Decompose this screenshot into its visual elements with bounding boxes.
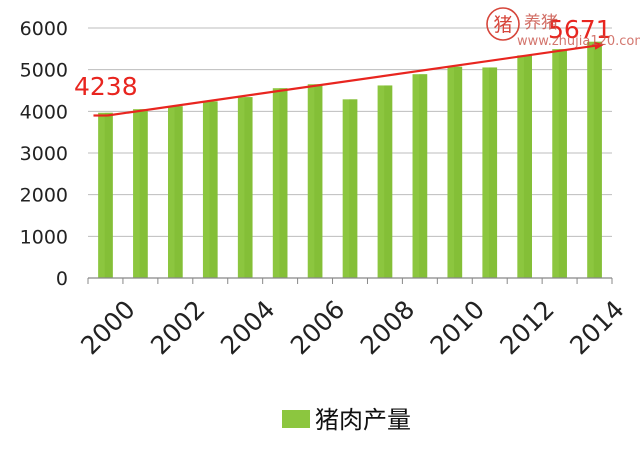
bar-shade [314,84,323,278]
bar-2001 [133,109,148,279]
bar-shade [523,55,533,278]
x-tick-label: 2010 [425,295,490,360]
x-tick-label: 2012 [494,295,559,360]
y-tick-label: 2000 [20,185,68,207]
y-tick-label: 0 [56,268,68,290]
bar-shade [244,97,253,278]
bar-2008 [377,85,393,278]
x-tick-label: 2004 [215,295,280,360]
bar-shade [209,101,218,278]
bar-shade [419,74,428,278]
y-tick-label: 1000 [20,226,68,248]
trend-start-label: 4238 [74,72,138,101]
bar-2010 [447,66,463,278]
legend: 猪肉产量 [282,406,411,434]
bar-2003 [202,101,218,278]
bar-shade [104,112,113,278]
y-axis-ticks: 0 1000 2000 3000 4000 5000 6000 [20,18,68,290]
trend-end-label: 5671 [548,15,612,44]
watermark-text: 养猪 [524,13,558,33]
bar-2000 [98,112,113,278]
bar-2002 [167,106,183,278]
legend-swatch [282,410,310,428]
x-tick-label: 2002 [145,295,210,360]
bar-2014 [587,41,602,279]
bars [98,41,602,279]
bar-2012 [517,55,533,278]
x-tick-label: 2006 [285,295,350,360]
x-axis-ticks: 2000 2002 2004 2006 2008 2010 2012 2014 [75,295,630,360]
watermark-url: www.zhujia120.com [517,34,640,49]
bar-shade [488,67,498,278]
x-tick-label: 2000 [75,295,140,360]
bar-2005 [272,88,288,278]
bar-shade [384,85,393,278]
y-tick-label: 5000 [20,60,68,82]
bar-shade [174,106,183,278]
y-tick-label: 4000 [20,101,68,123]
watermark: 猪 养猪 www.zhujia120.com [486,7,640,49]
bar-2007 [342,99,358,278]
bar-2006 [307,84,323,278]
trend-annotation: 4238 5671 [74,15,612,117]
legend-label: 猪肉产量 [315,406,411,434]
watermark-seal-char: 猪 [493,14,512,36]
bar-shade [454,66,463,278]
x-tick-label: 2008 [355,295,420,360]
bar-2011 [482,67,498,278]
x-tick-label: 2014 [564,295,629,360]
bar-shade [593,41,602,279]
bar-2009 [412,74,428,278]
y-tick-label: 3000 [20,143,68,165]
bar-shade [279,88,288,278]
x-axis [87,277,613,284]
trend-arrow [107,41,605,117]
y-tick-label: 6000 [20,18,68,40]
bar-shade [349,99,358,278]
bar-2013 [552,49,567,278]
bar-2004 [237,97,253,278]
bar-shade [139,109,148,279]
bar-shade [558,49,567,278]
watermark-seal-icon [486,7,520,41]
